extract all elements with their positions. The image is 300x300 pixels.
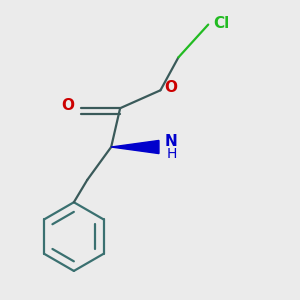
Text: N: N bbox=[164, 134, 177, 149]
Text: O: O bbox=[164, 80, 177, 95]
Polygon shape bbox=[111, 140, 159, 154]
Text: O: O bbox=[61, 98, 74, 113]
Text: H: H bbox=[166, 147, 176, 160]
Text: Cl: Cl bbox=[214, 16, 230, 31]
